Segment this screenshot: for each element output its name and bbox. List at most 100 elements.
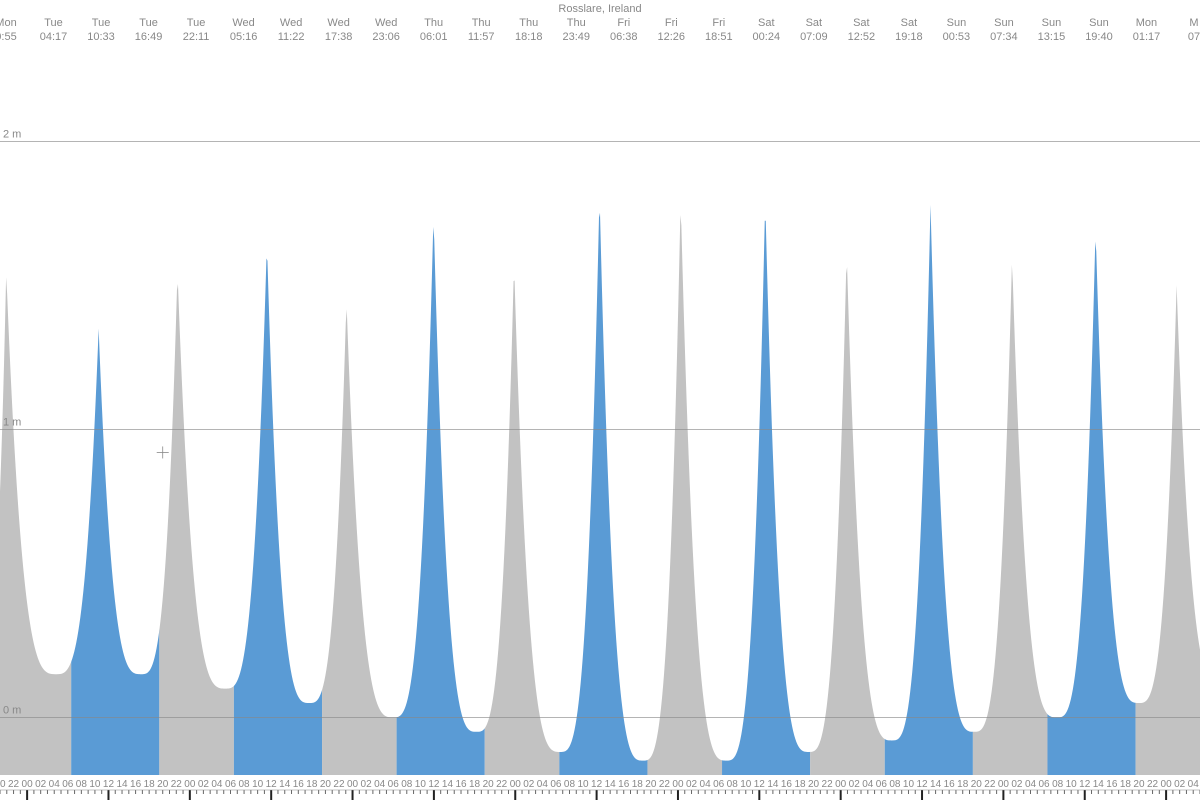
top-label-time: 04:17	[40, 31, 68, 43]
top-label-time: 0:55	[0, 31, 17, 43]
hour-label: 16	[944, 779, 956, 790]
top-label-time: 18:51	[705, 31, 733, 43]
top-label-day: Sat	[758, 17, 775, 29]
top-label-day: Wed	[280, 17, 302, 29]
top-label-day: Sat	[901, 17, 918, 29]
chart-title: Rosslare, Ireland	[558, 3, 641, 15]
hour-label: 02	[1011, 779, 1023, 790]
hour-label: 22	[8, 779, 20, 790]
top-label-time: 07:09	[800, 31, 828, 43]
hour-label: 18	[1120, 779, 1132, 790]
top-label-day: Wed	[375, 17, 397, 29]
hour-label: 20	[0, 779, 6, 790]
hour-label: 06	[550, 779, 562, 790]
hour-label: 16	[618, 779, 630, 790]
hour-label: 02	[198, 779, 210, 790]
hour-label: 10	[903, 779, 915, 790]
hour-label: 02	[361, 779, 373, 790]
y-axis-label: 2 m	[3, 128, 21, 140]
hour-label: 14	[767, 779, 779, 790]
hour-label: 16	[293, 779, 305, 790]
top-label-time: 01:17	[1133, 31, 1161, 43]
top-label-day: Sun	[1042, 17, 1062, 29]
hour-label: 20	[808, 779, 820, 790]
hour-label: 02	[849, 779, 861, 790]
hour-label: 04	[700, 779, 712, 790]
hour-label: 20	[320, 779, 332, 790]
hour-label: 20	[483, 779, 495, 790]
top-label-day: Thu	[519, 17, 538, 29]
hour-label: 00	[347, 779, 359, 790]
hour-label: 02	[523, 779, 535, 790]
tide-chart: 0 m 1 m 2 m Rosslare, Ireland Mon 0:55 Tue 04:1…	[0, 0, 1200, 800]
hour-label: 14	[442, 779, 454, 790]
top-label-day: Sat	[806, 17, 823, 29]
hour-label: 12	[1079, 779, 1091, 790]
top-label-time: 22:11	[183, 31, 210, 43]
top-label-time: 19:18	[895, 31, 923, 43]
hour-label: 20	[971, 779, 983, 790]
hour-label: 02	[35, 779, 47, 790]
top-label-time: 23:49	[562, 31, 590, 43]
hour-label: 14	[605, 779, 617, 790]
hour-label: 10	[89, 779, 101, 790]
top-label-day: Thu	[567, 17, 586, 29]
hour-label: 12	[266, 779, 278, 790]
hour-label: 00	[184, 779, 196, 790]
hour-label: 10	[577, 779, 589, 790]
top-label-day: Mon	[0, 17, 17, 29]
top-label-time: 16:49	[135, 31, 163, 43]
hour-label: 18	[957, 779, 969, 790]
top-label-time: 12:52	[848, 31, 876, 43]
hour-label: 08	[1052, 779, 1064, 790]
hour-label: 14	[116, 779, 128, 790]
top-label-day: Fri	[617, 17, 630, 29]
y-axis-label: 1 m	[3, 416, 21, 428]
hour-label: 06	[876, 779, 888, 790]
top-label-time: 06:01	[420, 31, 448, 43]
top-label-time: 07:34	[990, 31, 1018, 43]
top-label-time: 05:16	[230, 31, 258, 43]
hour-label: 04	[537, 779, 549, 790]
hour-label: 00	[510, 779, 522, 790]
hour-label: 18	[306, 779, 318, 790]
top-label-time: 06:38	[610, 31, 638, 43]
top-label-day: Tue	[92, 17, 111, 29]
hour-label: 12	[103, 779, 115, 790]
top-label-time: 17:38	[325, 31, 353, 43]
hour-label: 04	[1188, 779, 1200, 790]
hour-label: 18	[632, 779, 644, 790]
top-label-time: 12:26	[658, 31, 686, 43]
hour-label: 02	[1174, 779, 1186, 790]
hour-label: 08	[76, 779, 88, 790]
top-label-day: Tue	[44, 17, 63, 29]
hour-label: 22	[171, 779, 183, 790]
top-label-time: 11:22	[278, 31, 305, 43]
hour-label: 12	[916, 779, 928, 790]
top-label-time: 11:57	[468, 31, 495, 43]
hour-label: 10	[1066, 779, 1078, 790]
hour-label: 18	[469, 779, 481, 790]
hour-label: 04	[1025, 779, 1037, 790]
hour-label: 06	[388, 779, 400, 790]
top-label-day: M	[1189, 17, 1198, 29]
y-axis-label: 0 m	[3, 704, 21, 716]
hour-label: 06	[713, 779, 725, 790]
hour-label: 16	[1106, 779, 1118, 790]
hour-label: 18	[144, 779, 156, 790]
top-label-day: Mon	[1136, 17, 1157, 29]
top-label-time: 07	[1188, 31, 1200, 43]
top-label-time: 13:15	[1038, 31, 1066, 43]
hour-label: 16	[130, 779, 142, 790]
top-label-time: 10:33	[87, 31, 115, 43]
top-label-time: 18:18	[515, 31, 543, 43]
hour-label: 00	[672, 779, 684, 790]
hour-label: 02	[686, 779, 698, 790]
top-label-day: Tue	[187, 17, 206, 29]
hour-label: 10	[252, 779, 264, 790]
hour-label: 16	[781, 779, 793, 790]
hour-label: 22	[333, 779, 345, 790]
hour-label: 14	[930, 779, 942, 790]
hour-label: 06	[1039, 779, 1051, 790]
hour-label: 04	[862, 779, 874, 790]
